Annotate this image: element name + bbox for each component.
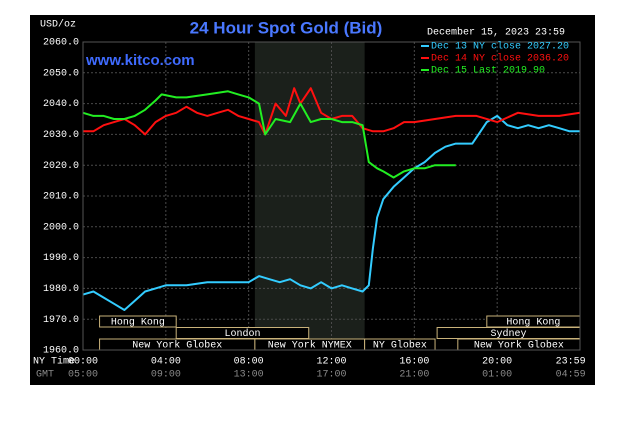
session-label: Sydney [491,328,527,340]
y-tick-label: 2060.0 [43,38,79,49]
legend-label: Dec 14 NY close 2036.20 [431,53,569,65]
x2-tick-label: 21:00 [399,370,429,381]
x2-tick-label: 13:00 [234,370,264,381]
y-tick-label: 2050.0 [43,68,79,79]
y-tick-label: 2020.0 [43,161,79,172]
y-tick-label: 1980.0 [43,284,79,295]
x-tick-label: 04:00 [151,357,181,368]
website: www.kitco.com [85,52,195,69]
y-tick-label: 1960.0 [43,346,79,357]
session-label: New York NYMEX [268,340,352,352]
timestamp: December 15, 2023 23:59 [427,27,565,39]
y-tick-label: 2000.0 [43,222,79,233]
x2-tick-label: 05:00 [68,370,98,381]
y-tick-label: 2010.0 [43,192,79,203]
session-label: London [224,328,260,340]
x-tick-label: 08:00 [234,357,264,368]
x-tick-label: 20:00 [482,357,512,368]
x2-tick-label: 09:00 [151,370,181,381]
session-label: New York Globex [474,340,564,352]
x-tick-label: 23:59 [556,357,586,368]
y-tick-label: 2040.0 [43,99,79,110]
series-line [82,90,456,179]
unit-label: USD/oz [40,19,76,31]
session-label: NY Globex [373,340,427,352]
y-tick-label: 2030.0 [43,130,79,141]
y-tick-label: 1990.0 [43,253,79,264]
session-label: Hong Kong [111,318,165,329]
legend-label: Dec 15 Last 2019.90 [431,66,545,77]
shaded-range [254,42,365,350]
y-tick-label: 1970.0 [43,315,79,326]
x-tick-label: 00:00 [68,357,98,368]
x2-tick-label: 01:00 [482,370,512,381]
x2-tick-label: 04:59 [556,370,586,381]
series-line [83,87,581,136]
legend-label: Dec 13 NY close 2027.20 [431,41,569,53]
session-label: New York Globex [132,340,222,352]
plot-frame [82,41,581,351]
series-line [82,114,580,311]
x2-axis-label: GMT [36,370,54,381]
x2-tick-label: 17:00 [316,370,346,381]
x-axis-label: NY Time [33,356,75,368]
session-label: Hong Kong [506,318,560,329]
x-tick-label: 12:00 [316,357,346,368]
session-box [99,315,177,328]
x-tick-label: 16:00 [399,357,429,368]
chart-title: 24 Hour Spot Gold (Bid) [190,18,383,37]
